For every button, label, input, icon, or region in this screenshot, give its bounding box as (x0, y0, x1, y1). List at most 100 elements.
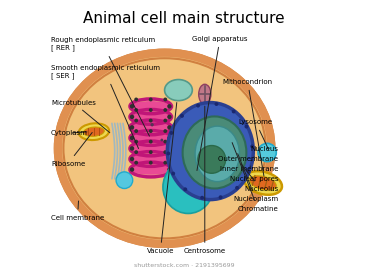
Circle shape (149, 150, 153, 154)
Circle shape (219, 189, 221, 191)
Circle shape (149, 161, 153, 165)
Text: Golgi apparatus: Golgi apparatus (192, 36, 248, 171)
Circle shape (134, 140, 138, 144)
Circle shape (134, 161, 138, 165)
Text: Microtubules: Microtubules (51, 100, 110, 133)
Text: Vacuole: Vacuole (147, 102, 177, 254)
Ellipse shape (131, 101, 170, 112)
Ellipse shape (183, 116, 246, 188)
Text: Nucleolus: Nucleolus (241, 164, 278, 192)
Circle shape (130, 157, 134, 161)
Circle shape (244, 125, 248, 129)
Ellipse shape (84, 127, 104, 136)
Text: Nucleoplasm: Nucleoplasm (233, 154, 278, 202)
Text: Ribosome: Ribosome (51, 132, 92, 167)
Ellipse shape (131, 133, 170, 143)
Circle shape (173, 191, 184, 202)
Circle shape (160, 139, 163, 141)
Ellipse shape (165, 159, 212, 207)
Circle shape (167, 115, 171, 119)
Circle shape (163, 119, 167, 122)
Text: Animal cell main structure: Animal cell main structure (83, 11, 285, 26)
Circle shape (167, 167, 171, 172)
Ellipse shape (195, 126, 240, 182)
Circle shape (163, 97, 167, 101)
Circle shape (130, 104, 134, 109)
Circle shape (224, 139, 227, 141)
Circle shape (134, 108, 138, 112)
Circle shape (134, 119, 138, 122)
Circle shape (149, 140, 153, 144)
Circle shape (232, 109, 236, 113)
Circle shape (167, 136, 171, 140)
Ellipse shape (79, 123, 109, 140)
Circle shape (130, 146, 134, 151)
Circle shape (149, 97, 153, 101)
Ellipse shape (131, 143, 170, 154)
Circle shape (167, 146, 171, 151)
Circle shape (134, 129, 138, 133)
Circle shape (198, 146, 226, 173)
Circle shape (210, 180, 213, 183)
Circle shape (166, 151, 170, 155)
Circle shape (149, 119, 153, 122)
Circle shape (210, 175, 213, 177)
Text: Nucleus: Nucleus (250, 146, 278, 156)
Circle shape (247, 169, 250, 173)
Ellipse shape (163, 161, 213, 213)
Text: Outer membrane: Outer membrane (218, 156, 278, 162)
Text: Chromatine: Chromatine (232, 143, 278, 212)
Ellipse shape (131, 154, 170, 164)
Circle shape (170, 131, 173, 135)
Text: Rough endoplasmic reticulum
[ RER ]: Rough endoplasmic reticulum [ RER ] (51, 38, 155, 136)
Ellipse shape (167, 102, 253, 200)
Circle shape (167, 125, 171, 130)
Circle shape (258, 143, 276, 162)
Circle shape (171, 172, 175, 176)
Circle shape (183, 187, 187, 191)
Text: Cell membrane: Cell membrane (51, 201, 104, 221)
Circle shape (205, 125, 207, 127)
Text: Lysosome: Lysosome (238, 119, 273, 150)
Ellipse shape (170, 158, 207, 194)
Ellipse shape (250, 176, 276, 190)
Circle shape (163, 108, 167, 112)
Circle shape (167, 157, 171, 161)
Text: Nuclear pores: Nuclear pores (230, 170, 278, 182)
Circle shape (130, 167, 134, 172)
Circle shape (235, 186, 239, 190)
Text: Smooth endoplasmic reticulum
[ SER ]: Smooth endoplasmic reticulum [ SER ] (51, 65, 160, 149)
Text: Mithocondrion: Mithocondrion (223, 79, 273, 176)
Circle shape (130, 125, 134, 130)
Circle shape (134, 97, 138, 101)
Circle shape (180, 114, 184, 118)
Text: shutterstock.com · 2191395699: shutterstock.com · 2191395699 (134, 263, 234, 267)
Ellipse shape (58, 53, 271, 244)
Text: Cytoplasm: Cytoplasm (51, 130, 88, 136)
Ellipse shape (167, 158, 209, 200)
Circle shape (149, 129, 153, 133)
Ellipse shape (173, 158, 204, 188)
Ellipse shape (131, 112, 170, 122)
Ellipse shape (131, 164, 170, 175)
Circle shape (134, 150, 138, 154)
Circle shape (167, 104, 171, 109)
Ellipse shape (164, 80, 192, 101)
Circle shape (163, 161, 167, 165)
Circle shape (250, 144, 254, 148)
Circle shape (130, 115, 134, 119)
Circle shape (116, 172, 133, 188)
Ellipse shape (176, 158, 201, 183)
Circle shape (149, 108, 153, 112)
Circle shape (130, 136, 134, 140)
Circle shape (200, 196, 204, 200)
Ellipse shape (199, 84, 211, 104)
Circle shape (163, 150, 167, 154)
Ellipse shape (54, 49, 275, 247)
Circle shape (163, 140, 167, 144)
Circle shape (197, 161, 199, 163)
Ellipse shape (131, 122, 170, 133)
Circle shape (151, 123, 154, 126)
Ellipse shape (244, 171, 282, 195)
Circle shape (196, 104, 200, 108)
